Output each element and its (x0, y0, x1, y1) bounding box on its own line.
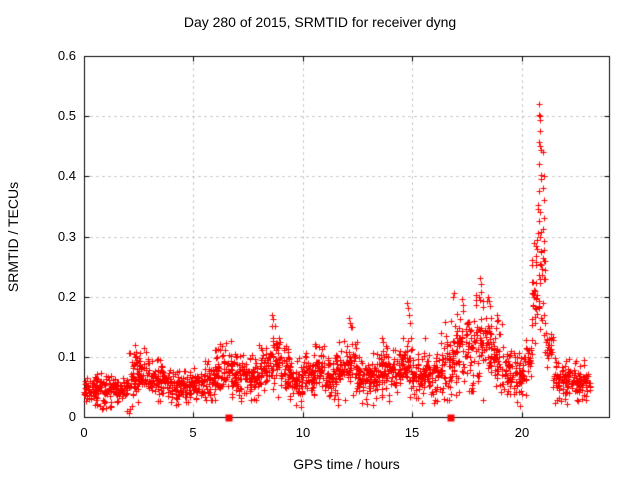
x-tick-label: 20 (514, 425, 530, 440)
x-tick-label: 0 (80, 425, 88, 440)
y-axis-label: SRMTID / TECUs (5, 181, 21, 293)
x-tick-label: 15 (404, 425, 420, 440)
x-tick-label: 10 (295, 425, 311, 440)
chart-title: Day 280 of 2015, SRMTID for receiver dyn… (183, 14, 457, 30)
y-tick-label: 0 (68, 409, 76, 424)
y-tick-label: 0.4 (57, 168, 76, 183)
x-axis-label: GPS time / hours (293, 456, 400, 472)
y-tick-label: 0.1 (57, 349, 76, 364)
y-tick-label: 0.2 (57, 289, 76, 304)
x-tick-label: 5 (189, 425, 197, 440)
y-tick-label: 0.6 (57, 48, 76, 63)
y-tick-label: 0.5 (57, 108, 76, 123)
y-tick-label: 0.3 (57, 229, 76, 244)
